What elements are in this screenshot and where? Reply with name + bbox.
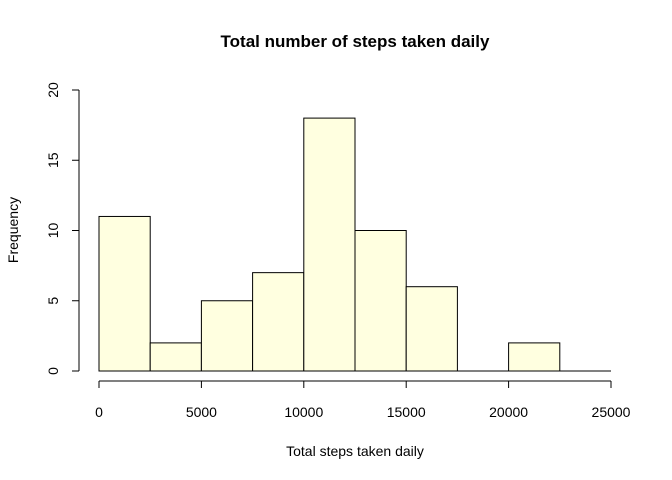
histogram-bar-8 — [508, 342, 561, 372]
histogram-bar-4 — [303, 117, 356, 372]
y-tick-label-3: 15 — [45, 152, 61, 168]
histogram-bar-1 — [149, 342, 202, 372]
x-tick-label-0: 0 — [95, 404, 103, 420]
x-axis-label: Total steps taken daily — [286, 443, 424, 459]
x-tick-label-5: 25000 — [592, 404, 631, 420]
x-tick-label-1: 5000 — [186, 404, 217, 420]
chart-title: Total number of steps taken daily — [221, 32, 490, 51]
x-axis: 0 5000 10000 15000 20000 25000 — [95, 380, 631, 420]
bars-group — [98, 117, 611, 372]
x-tick-label-2: 10000 — [284, 404, 323, 420]
x-tick-label-3: 15000 — [387, 404, 426, 420]
histogram-bar-0 — [98, 215, 151, 372]
y-tick-label-2: 10 — [45, 223, 61, 239]
y-axis: 0 5 10 15 20 — [45, 82, 80, 375]
y-tick-label-4: 20 — [45, 82, 61, 98]
histogram-bar-6 — [405, 286, 458, 372]
histogram-bar-2 — [200, 300, 254, 372]
y-tick-label-0: 0 — [45, 367, 61, 375]
y-tick-label-1: 5 — [45, 297, 61, 305]
x-tick-label-4: 20000 — [489, 404, 528, 420]
histogram-bar-5 — [354, 230, 407, 372]
y-axis-label: Frequency — [5, 197, 21, 263]
histogram-bar-3 — [252, 272, 305, 372]
